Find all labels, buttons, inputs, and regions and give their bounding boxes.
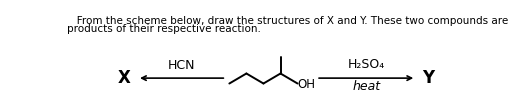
Text: HCN: HCN bbox=[168, 59, 196, 72]
Text: H₂SO₄: H₂SO₄ bbox=[347, 58, 385, 71]
Text: products of their respective reaction.: products of their respective reaction. bbox=[67, 24, 261, 34]
Text: From the scheme below, draw the structures of X and Y. These two compounds are t: From the scheme below, draw the structur… bbox=[67, 16, 508, 26]
Text: Y: Y bbox=[422, 69, 434, 87]
Text: heat: heat bbox=[352, 80, 380, 93]
Text: OH: OH bbox=[298, 78, 315, 91]
Text: X: X bbox=[118, 69, 131, 87]
